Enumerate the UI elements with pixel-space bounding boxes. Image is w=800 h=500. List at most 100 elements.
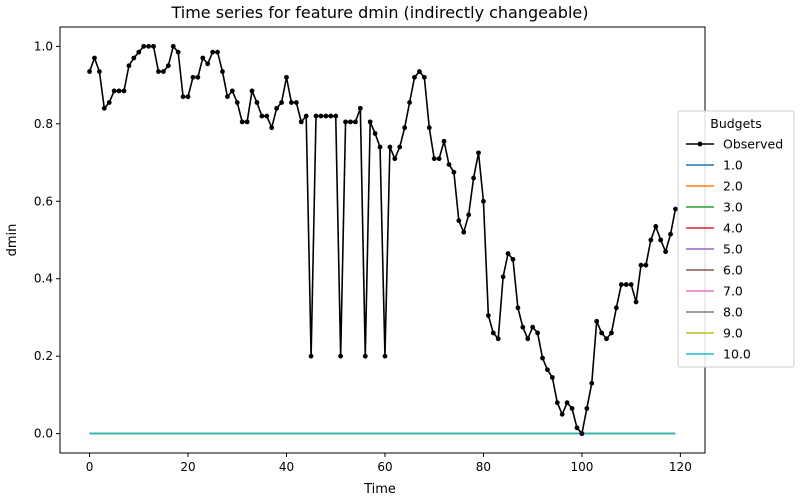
observed-point [244, 119, 250, 125]
observed-point [215, 49, 220, 55]
observed-point [397, 144, 403, 150]
observed-point [500, 274, 506, 280]
observed-point [417, 69, 422, 74]
observed-point [402, 125, 408, 131]
y-tick-label: 0.8 [34, 117, 53, 131]
observed-point [357, 105, 363, 111]
observed-point [190, 74, 196, 80]
observed-point [673, 206, 678, 212]
observed-point [372, 131, 378, 136]
observed-point [613, 305, 619, 311]
observed-point [653, 224, 659, 229]
observed-point [126, 63, 132, 69]
observed-point [318, 113, 324, 119]
legend-label-5.0: 5.0 [723, 242, 743, 257]
observed-point [535, 330, 540, 336]
legend-label-4.0: 4.0 [723, 221, 743, 236]
observed-point [485, 313, 491, 318]
observed-point [269, 125, 275, 131]
observed-point [456, 218, 462, 224]
observed-point [554, 400, 560, 406]
legend-label-Observed: Observed [723, 137, 783, 152]
observed-point [618, 282, 624, 287]
legend-label-1.0: 1.0 [723, 158, 743, 173]
observed-point [185, 94, 191, 100]
x-tick-label: 100 [570, 460, 593, 474]
observed-point [599, 330, 605, 336]
legend-label-2.0: 2.0 [723, 179, 743, 194]
observed-point [520, 324, 526, 330]
x-tick-label: 80 [476, 460, 491, 474]
observed-point [421, 74, 427, 80]
observed-point [471, 175, 476, 181]
observed-point [446, 162, 452, 167]
observed-point [96, 69, 102, 74]
observed-point [141, 43, 147, 49]
observed-point [131, 55, 137, 61]
observed-line [88, 45, 677, 435]
observed-point [392, 156, 398, 162]
chart-title: Time series for feature dmin (indirectly… [170, 3, 588, 22]
legend-label-6.0: 6.0 [723, 263, 743, 278]
observed-point [293, 100, 299, 105]
observed-point [156, 69, 161, 74]
x-tick-label: 40 [279, 460, 294, 474]
observed-point [229, 88, 235, 94]
observed-point [643, 262, 649, 268]
observed-point [623, 282, 629, 287]
observed-point [333, 113, 339, 119]
observed-point [633, 299, 639, 305]
y-tick-label: 0.2 [34, 349, 53, 363]
observed-point [461, 229, 467, 235]
observed-point [658, 237, 664, 243]
observed-point [367, 119, 373, 125]
observed-point [249, 88, 255, 94]
observed-point [510, 256, 516, 262]
observed-point [549, 375, 555, 380]
observed-point [584, 406, 590, 411]
observed-point [284, 74, 289, 80]
observed-point [146, 43, 152, 49]
observed-point [353, 119, 358, 125]
observed-point [377, 144, 383, 150]
observed-point [530, 324, 536, 330]
observed-point [638, 262, 644, 268]
legend-marker-Observed [697, 141, 703, 147]
x-tick-label: 60 [377, 460, 392, 474]
observed-point [279, 100, 284, 105]
observed-point [151, 43, 156, 49]
x-tick-label: 0 [86, 460, 94, 474]
observed-point [545, 367, 550, 373]
x-axis: 0 20 40 60 80 100 120 [86, 453, 692, 474]
observed-point [343, 119, 348, 125]
y-tick-label: 0.4 [34, 272, 53, 286]
observed-point [101, 105, 107, 111]
observed-point [431, 156, 437, 162]
observed-point [239, 119, 245, 125]
observed-point [170, 43, 176, 49]
observed-point [609, 330, 614, 336]
observed-point [362, 353, 368, 359]
observed-point [200, 55, 206, 61]
observed-point [195, 74, 201, 80]
observed-point [87, 69, 92, 74]
observed-point [220, 69, 225, 74]
observed-point [160, 69, 166, 74]
observed-point [476, 150, 481, 156]
observed-point [225, 94, 230, 100]
observed-point [274, 105, 280, 111]
observed-point [515, 305, 521, 311]
legend-label-8.0: 8.0 [723, 305, 743, 320]
observed-point [668, 231, 673, 237]
observed-point [412, 74, 417, 80]
observed-point [234, 100, 240, 105]
observed-point [298, 119, 304, 125]
legend-label-7.0: 7.0 [723, 284, 743, 299]
y-axis: 0.0 0.2 0.4 0.6 0.8 1.0 [34, 39, 60, 441]
observed-point [116, 88, 122, 94]
plot-area [87, 43, 678, 437]
observed-point [136, 49, 142, 55]
observed-point [387, 144, 393, 150]
y-tick-label: 0.0 [34, 427, 53, 441]
